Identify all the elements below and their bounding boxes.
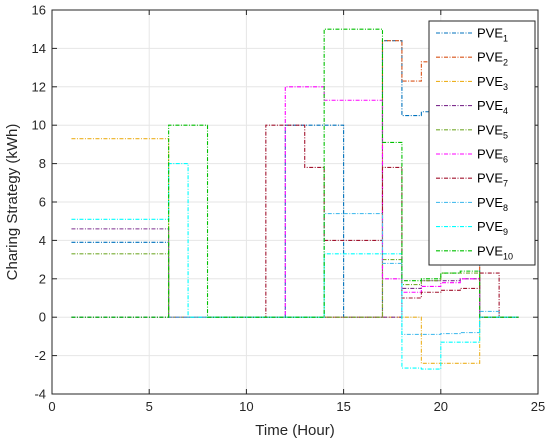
legend-label-pve-5: PVE5: [477, 122, 508, 140]
legend-box: [428, 20, 536, 266]
legend-label-pve-4: PVE4: [477, 98, 508, 116]
legend-label-pve-8: PVE8: [477, 195, 508, 213]
y-tick-label: 2: [39, 271, 46, 286]
legend-label-pve-1: PVE1: [477, 26, 508, 44]
y-tick-label: 8: [39, 156, 46, 171]
x-tick-label: 15: [336, 399, 350, 414]
x-axis-ticks: 0 5 10 15 20 25: [48, 10, 545, 414]
series-line-pve-10: [71, 28, 519, 318]
legend-label-pve-3: PVE3: [477, 74, 508, 92]
x-tick-label: 20: [434, 399, 448, 414]
legend-label-pve-9: PVE9: [477, 219, 508, 237]
legend: PVE1 PVE2 PVE3 PVE4 PVE5 PVE6 PVE7 PVE8 PVE9 PVE1…: [428, 20, 536, 266]
x-tick-label: 0: [48, 399, 55, 414]
legend-label-pve-2: PVE2: [477, 50, 508, 68]
y-tick-label: 16: [32, 3, 46, 18]
y-axis-ticks: -4 -2 0 2 4 6 8 10 12 14 16: [32, 3, 538, 402]
y-tick-label: 0: [39, 310, 46, 325]
legend-label-pve-7: PVE7: [477, 171, 508, 189]
x-tick-label: 25: [531, 399, 545, 414]
y-tick-label: -4: [34, 387, 46, 402]
y-axis-label: Charing Strategy (kWh): [4, 124, 21, 281]
series-line-pve-8: [71, 212, 519, 336]
x-axis-label: Time (Hour): [255, 422, 334, 439]
y-tick-label: 6: [39, 195, 46, 210]
y-tick-label: 14: [32, 41, 46, 56]
y-tick-label: -2: [34, 348, 46, 363]
legend-label-pve-10: PVE10: [477, 243, 513, 261]
legend-label-pve-6: PVE6: [477, 147, 508, 165]
series-line-pve-7: [71, 124, 519, 318]
x-tick-label: 5: [146, 399, 153, 414]
y-tick-label: 12: [32, 79, 46, 94]
x-tick-label: 10: [239, 399, 253, 414]
y-tick-label: 10: [32, 118, 46, 133]
y-tick-label: 4: [39, 233, 46, 248]
